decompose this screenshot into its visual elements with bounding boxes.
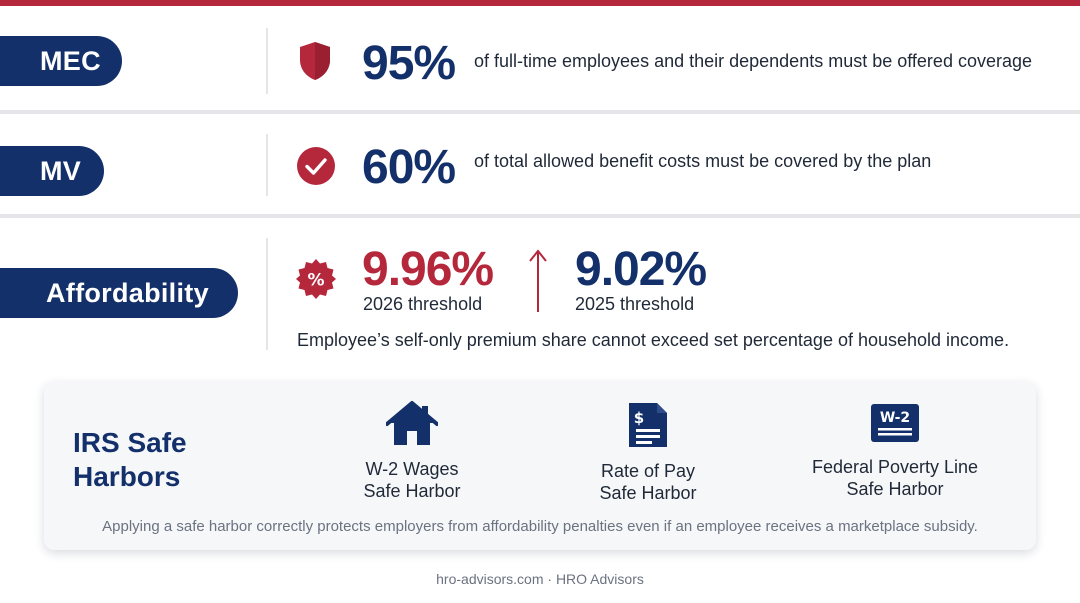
mv-label-pill: MV [0, 146, 104, 196]
arrow-up-icon [528, 248, 548, 314]
affordability-2026-label: 2026 threshold [363, 294, 483, 314]
row-divider-line [266, 238, 268, 350]
safe-harbors-note: Applying a safe harbor correctly protect… [102, 518, 978, 535]
mec-row: MEC 95% of full-time employees and their… [0, 6, 1080, 112]
rate-of-pay-safe-harbor: $ Rate of Pay Safe Harbor [538, 400, 758, 504]
mec-label-pill: MEC [0, 36, 122, 86]
checkmark-circle-icon [296, 146, 336, 186]
affordability-label-pill: Affordability [0, 268, 238, 318]
mv-description: of total allowed benefit costs must be c… [474, 151, 932, 171]
affordability-label: Affordability [46, 277, 209, 308]
affordability-note: Employee’s self-only premium share canno… [297, 330, 1010, 350]
affordability-row: Affordability % 9.96% 2026 threshold 9.0… [0, 216, 1080, 366]
mv-value: 60% [362, 141, 456, 194]
top-accent-bar [0, 0, 1080, 6]
w2-wages-safe-harbor: W-2 Wages Safe Harbor [302, 400, 522, 502]
mec-description: of full-time employees and their depende… [474, 51, 1032, 71]
section-separator [0, 214, 1080, 218]
pay-document-icon: $ [538, 400, 758, 450]
row-divider-line [266, 28, 268, 94]
safe-harbors-card: IRS Safe Harbors W-2 Wages Safe Harbor $… [44, 382, 1036, 550]
mv-row: MV 60% of total allowed benefit costs mu… [0, 112, 1080, 216]
w2-wages-label: W-2 Wages Safe Harbor [363, 459, 461, 501]
federal-poverty-line-safe-harbor: W-2 Federal Poverty Line Safe Harbor [785, 400, 1005, 500]
row-divider-line [266, 134, 268, 196]
house-icon [302, 400, 522, 448]
svg-text:$: $ [634, 409, 644, 427]
mv-label: MV [40, 155, 82, 186]
affordability-2025-value: 9.02% [575, 243, 707, 296]
percent-badge-icon: % [295, 258, 337, 300]
w2-form-icon: W-2 [785, 400, 1005, 446]
federal-poverty-line-label: Federal Poverty Line Safe Harbor [811, 457, 979, 499]
safe-harbors-title: IRS Safe Harbors [73, 427, 187, 492]
affordability-2026-value: 9.96% [362, 243, 494, 296]
mec-label: MEC [40, 45, 101, 76]
affordability-2025-label: 2025 threshold [575, 294, 695, 314]
shield-icon [297, 40, 333, 82]
mec-value: 95% [362, 37, 456, 90]
rate-of-pay-label: Rate of Pay Safe Harbor [599, 461, 697, 503]
w2-icon-text: W-2 [880, 410, 910, 426]
svg-text:%: % [307, 271, 324, 291]
section-separator [0, 110, 1080, 114]
footer-credit: hro-advisors.com · HRO Advisors [436, 571, 644, 587]
